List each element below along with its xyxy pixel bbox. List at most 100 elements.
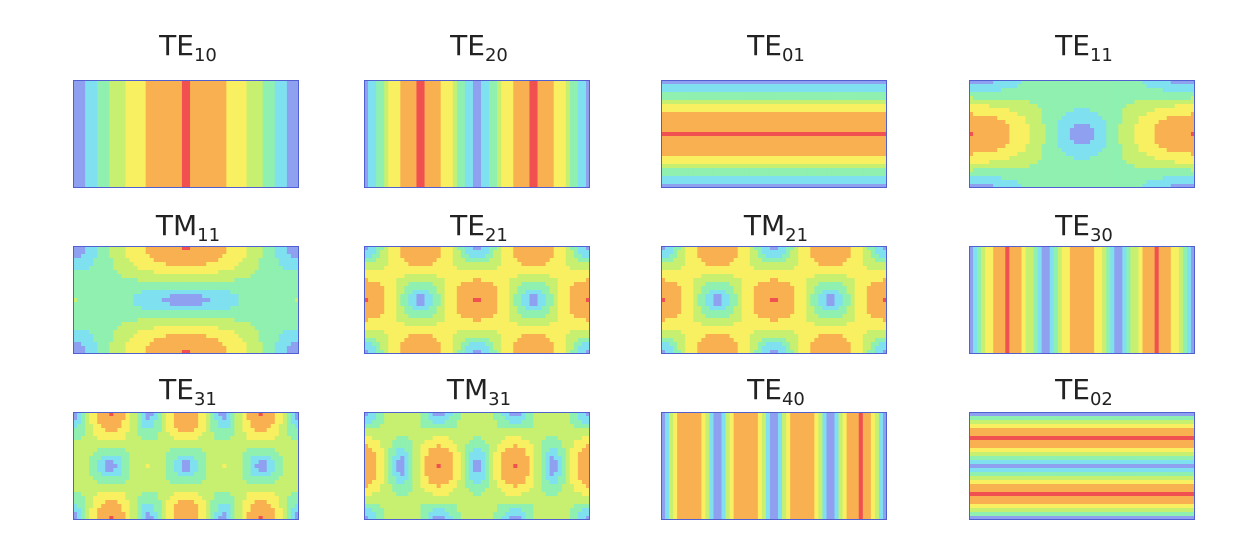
field-cell xyxy=(1001,80,1006,85)
field-cell xyxy=(733,112,739,117)
field-cell xyxy=(878,96,884,101)
field-cell xyxy=(1073,80,1079,85)
field-cell xyxy=(117,164,122,169)
field-cell xyxy=(505,112,510,117)
field-cell xyxy=(384,128,389,133)
field-cell xyxy=(133,160,138,165)
field-cell xyxy=(585,88,590,93)
field-cell xyxy=(721,92,726,97)
field-cell xyxy=(669,80,674,85)
field-cell xyxy=(1174,88,1180,93)
field-cell xyxy=(846,160,852,165)
field-cell xyxy=(448,148,454,153)
field-cell xyxy=(870,136,876,141)
field-cell xyxy=(481,128,486,133)
field-cell xyxy=(818,88,823,93)
field-cell xyxy=(121,108,126,113)
field-cell xyxy=(557,96,563,101)
field-cell xyxy=(1013,92,1018,97)
field-cell xyxy=(436,172,442,177)
field-cell xyxy=(372,184,377,188)
field-cell xyxy=(392,176,397,181)
field-cell xyxy=(440,88,446,93)
field-cell xyxy=(73,140,78,145)
field-cell xyxy=(416,108,421,113)
field-cell xyxy=(1174,92,1180,97)
field-cell xyxy=(790,152,795,157)
field-cell xyxy=(846,172,852,177)
field-cell xyxy=(1017,96,1022,101)
field-cell xyxy=(993,84,998,89)
field-cell xyxy=(194,160,199,165)
field-cell xyxy=(1182,92,1188,97)
field-cell xyxy=(161,164,167,169)
field-cell xyxy=(396,184,401,188)
field-cell xyxy=(81,80,86,85)
field-cell xyxy=(278,120,284,125)
field-cell xyxy=(234,180,239,185)
field-cell xyxy=(1090,104,1095,109)
field-cell xyxy=(854,116,860,121)
field-cell xyxy=(569,80,575,85)
field-cell xyxy=(294,176,299,181)
field-cell xyxy=(149,144,155,149)
field-cell xyxy=(444,152,450,157)
field-cell xyxy=(782,108,787,113)
field-cell xyxy=(218,184,223,188)
field-cell xyxy=(1098,100,1103,105)
field-cell xyxy=(238,124,243,129)
field-cell xyxy=(681,108,686,113)
field-cell xyxy=(802,176,807,181)
field-cell xyxy=(1090,92,1095,97)
field-cell xyxy=(190,84,195,89)
field-cell xyxy=(557,132,563,137)
field-cell xyxy=(701,104,706,109)
field-cell xyxy=(428,104,434,109)
field-cell xyxy=(1102,100,1107,105)
field-cell xyxy=(258,112,264,117)
field-cell xyxy=(230,104,235,109)
field-cell xyxy=(981,96,986,101)
field-cell xyxy=(262,148,268,153)
field-cell xyxy=(669,168,674,173)
field-cell xyxy=(101,104,106,109)
field-cell xyxy=(165,180,171,185)
field-cell xyxy=(97,128,102,133)
field-cell xyxy=(774,104,779,109)
field-cell xyxy=(282,136,288,141)
field-cell xyxy=(1057,88,1063,93)
field-cell xyxy=(206,140,211,145)
field-cell xyxy=(404,168,409,173)
field-cell xyxy=(850,152,856,157)
field-cell xyxy=(786,112,791,117)
field-cell xyxy=(294,96,299,101)
field-cell xyxy=(693,172,698,177)
field-cell xyxy=(661,164,666,169)
field-cell xyxy=(737,160,743,165)
field-cell xyxy=(198,152,203,157)
field-cell xyxy=(214,152,219,157)
field-cell xyxy=(717,172,722,177)
field-cell xyxy=(1073,108,1079,113)
field-cell xyxy=(822,96,827,101)
field-cell xyxy=(741,92,747,97)
field-cell xyxy=(681,176,686,181)
field-cell xyxy=(424,176,429,181)
field-cell xyxy=(190,172,195,177)
field-cell xyxy=(509,124,514,129)
field-cell xyxy=(133,80,138,85)
field-cell xyxy=(737,88,743,93)
field-cell xyxy=(745,144,751,149)
field-cell xyxy=(376,148,381,153)
field-cell xyxy=(278,128,284,133)
field-cell xyxy=(1182,84,1188,89)
field-cell xyxy=(549,184,555,188)
field-cell xyxy=(372,124,377,129)
field-cell xyxy=(561,152,567,157)
field-cell xyxy=(77,96,82,101)
field-cell xyxy=(1102,96,1107,101)
field-cell xyxy=(561,104,567,109)
field-cell xyxy=(561,100,567,105)
field-cell xyxy=(109,88,114,93)
field-cell xyxy=(862,132,868,137)
